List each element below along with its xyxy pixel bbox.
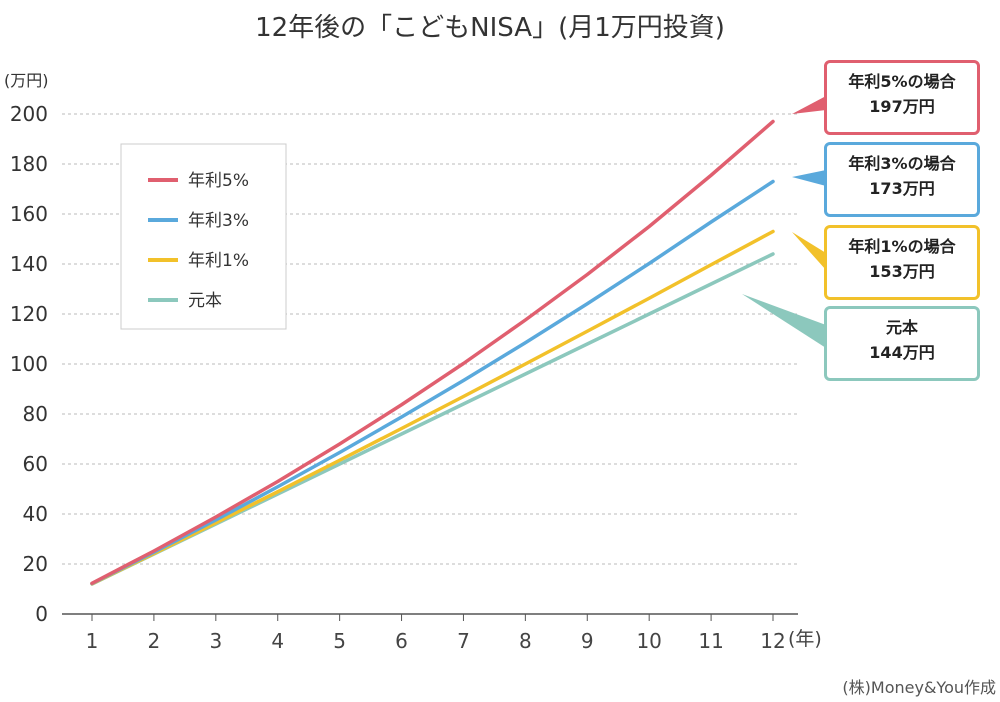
y-tick-label: 120 [10,302,48,326]
y-tick-label: 140 [10,252,48,276]
x-tick-label: 4 [271,629,284,653]
chart-title: 12年後の「こどもNISA」(月1万円投資) [255,13,725,43]
x-axis-label: (年) [788,628,822,650]
x-tick-label: 11 [698,629,723,653]
x-tick-label: 5 [333,629,346,653]
annotation-pointer [792,96,826,114]
series-line-2 [90,229,775,586]
x-tick-label: 8 [519,629,532,653]
y-tick-label: 100 [10,352,48,376]
y-tick-label: 200 [10,102,48,126]
annotation-value: 144万円 [869,343,935,362]
legend-label: 年利5% [188,171,249,191]
annotation-pointer [742,294,826,348]
series-line-1 [90,179,775,586]
annotation-value: 173万円 [869,179,935,198]
annotation-label: 年利3%の場合 [848,154,956,173]
annotation-pointer [792,232,826,270]
annotation-label: 年利5%の場合 [848,72,956,91]
annotation-value: 197万円 [869,97,935,116]
y-tick-label: 160 [10,202,48,226]
annotation-label: 元本 [885,318,918,337]
x-tick-label: 7 [457,629,470,653]
source-note: (株)Money&You作成 [842,678,996,697]
series-line-0 [90,119,775,585]
legend-label: 元本 [188,291,222,311]
legend-label: 年利1% [188,251,249,271]
x-tick-label: 10 [636,629,661,653]
annotation-pointer [792,170,826,186]
y-tick-label: 40 [23,502,48,526]
x-tick-label: 9 [581,629,594,653]
y-axis-label: (万円) [4,71,49,90]
x-tick-label: 12 [760,629,785,653]
legend-label: 年利3% [188,211,249,231]
annotation-principal: 元本 144万円 [824,306,980,381]
annotation-1pct: 年利1%の場合 153万円 [824,225,980,300]
y-tick-label: 180 [10,152,48,176]
y-tick-label: 80 [23,402,48,426]
annotation-5pct: 年利5%の場合 197万円 [824,60,980,135]
x-tick-label: 1 [86,629,99,653]
x-tick-label: 6 [395,629,408,653]
x-tick-label: 2 [148,629,161,653]
y-tick-label: 60 [23,452,48,476]
x-tick-label: 3 [209,629,222,653]
y-tick-label: 0 [35,602,48,626]
y-tick-label: 20 [23,552,48,576]
annotation-label: 年利1%の場合 [848,237,956,256]
annotation-value: 153万円 [869,262,935,281]
annotation-3pct: 年利3%の場合 173万円 [824,142,980,217]
